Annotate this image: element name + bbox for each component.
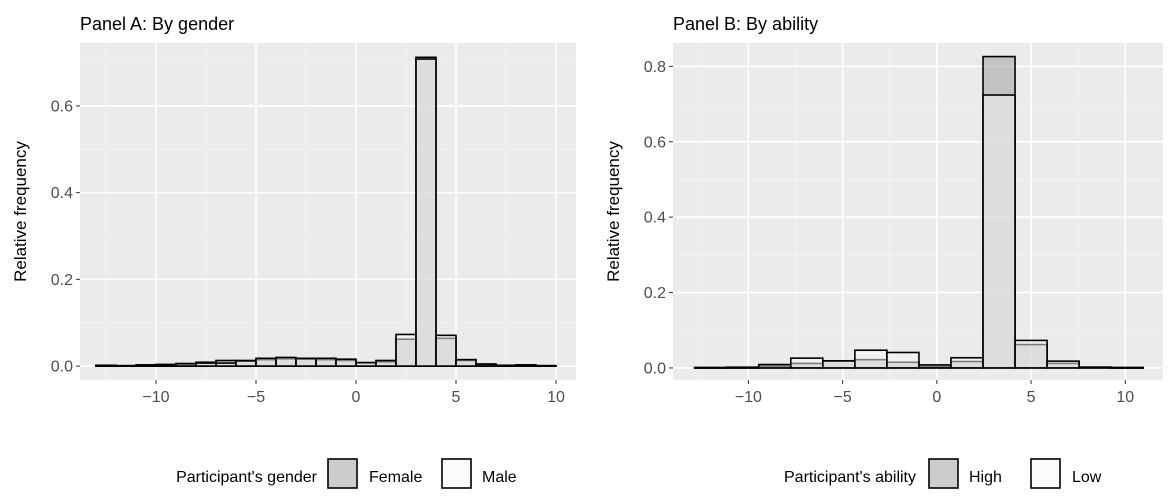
bar-male bbox=[535, 364, 557, 367]
bar-low bbox=[822, 359, 856, 369]
bar-male bbox=[195, 362, 217, 367]
legend-label-high: High bbox=[969, 469, 1002, 486]
legend-key-low bbox=[1030, 458, 1061, 489]
plot-background bbox=[80, 43, 576, 380]
y-tick-label: 0.0 bbox=[644, 360, 666, 377]
bar-male bbox=[335, 358, 357, 367]
bar-low bbox=[982, 94, 1016, 369]
series-low bbox=[693, 94, 1145, 369]
bar-low bbox=[854, 349, 888, 369]
y-tick-label: 0.6 bbox=[644, 134, 666, 151]
bar-male bbox=[375, 359, 397, 367]
bar-low bbox=[886, 351, 920, 369]
legend: Participant's ability High Low bbox=[784, 458, 1102, 489]
bar-low bbox=[725, 366, 760, 369]
bar-low bbox=[1046, 360, 1080, 369]
y-axis-title: Relative frequency bbox=[604, 141, 623, 282]
bar-low bbox=[757, 363, 792, 369]
bar-male bbox=[95, 364, 117, 367]
bar-male bbox=[275, 356, 297, 367]
legend-key-high bbox=[928, 458, 959, 489]
x-tick-label: 0 bbox=[932, 389, 941, 406]
bar-male bbox=[155, 364, 177, 367]
x-tick-label: −5 bbox=[833, 389, 851, 406]
y-tick-label: 0.6 bbox=[51, 98, 73, 115]
x-tick-label: 5 bbox=[452, 389, 461, 406]
x-tick-label: −10 bbox=[735, 389, 762, 406]
panel-b: −10 −5 0 5 10 0.0 0.2 0.4 0.6 0.8 Panel B: By abil… bbox=[604, 14, 1163, 489]
panel-title: Panel B: By ability bbox=[673, 14, 818, 34]
bar-male bbox=[115, 364, 137, 367]
legend-key-male bbox=[441, 458, 472, 489]
x-tick-label: 0 bbox=[352, 389, 361, 406]
bar-male bbox=[255, 357, 277, 367]
bar-male bbox=[235, 360, 257, 367]
x-tick-label: −5 bbox=[247, 389, 265, 406]
bar-male bbox=[315, 357, 337, 367]
x-tick-label: 10 bbox=[1116, 389, 1134, 406]
y-tick-label: 0.2 bbox=[51, 272, 73, 289]
x-tick-label: −10 bbox=[142, 389, 169, 406]
bar-male bbox=[475, 363, 497, 367]
bar-male bbox=[515, 364, 537, 367]
legend-label-low: Low bbox=[1072, 469, 1102, 486]
bar-male bbox=[435, 334, 457, 367]
bar-low bbox=[1110, 366, 1145, 369]
y-axis-title: Relative frequency bbox=[11, 141, 30, 282]
bar-male bbox=[175, 362, 197, 367]
legend-label-female: Female bbox=[369, 469, 422, 486]
legend-key-female bbox=[327, 458, 358, 489]
bar-low bbox=[918, 364, 952, 369]
plot-background bbox=[673, 43, 1163, 380]
y-tick-label: 0.8 bbox=[644, 59, 666, 76]
legend: Participant's gender Female Male bbox=[176, 458, 517, 489]
bar-low bbox=[950, 356, 984, 369]
bar-male bbox=[135, 364, 157, 367]
bar-male bbox=[355, 361, 377, 367]
legend-title: Participant's gender bbox=[176, 469, 318, 486]
legend-label-male: Male bbox=[482, 469, 517, 486]
y-tick-label: 0.0 bbox=[51, 359, 73, 376]
y-tick-label: 0.4 bbox=[51, 185, 73, 202]
y-tick-label: 0.2 bbox=[644, 285, 666, 302]
bar-male bbox=[415, 58, 437, 367]
bar-male bbox=[455, 358, 477, 367]
bar-male bbox=[495, 364, 517, 367]
bar-low bbox=[1078, 366, 1112, 369]
panel-title: Panel A: By gender bbox=[80, 14, 234, 34]
series-male bbox=[95, 58, 557, 367]
bar-male bbox=[295, 357, 317, 367]
panel-a: −10 −5 0 5 10 0.0 0.2 0.4 0.6 Panel A: By gender R… bbox=[11, 14, 576, 489]
bar-low bbox=[693, 366, 728, 369]
x-tick-label: 5 bbox=[1027, 389, 1036, 406]
bar-low bbox=[1014, 339, 1048, 369]
y-tick-label: 0.4 bbox=[644, 210, 666, 227]
bar-low bbox=[789, 357, 824, 369]
x-tick-label: 10 bbox=[547, 389, 565, 406]
legend-title: Participant's ability bbox=[784, 469, 916, 486]
bar-male bbox=[395, 333, 417, 367]
bar-male bbox=[215, 362, 237, 367]
